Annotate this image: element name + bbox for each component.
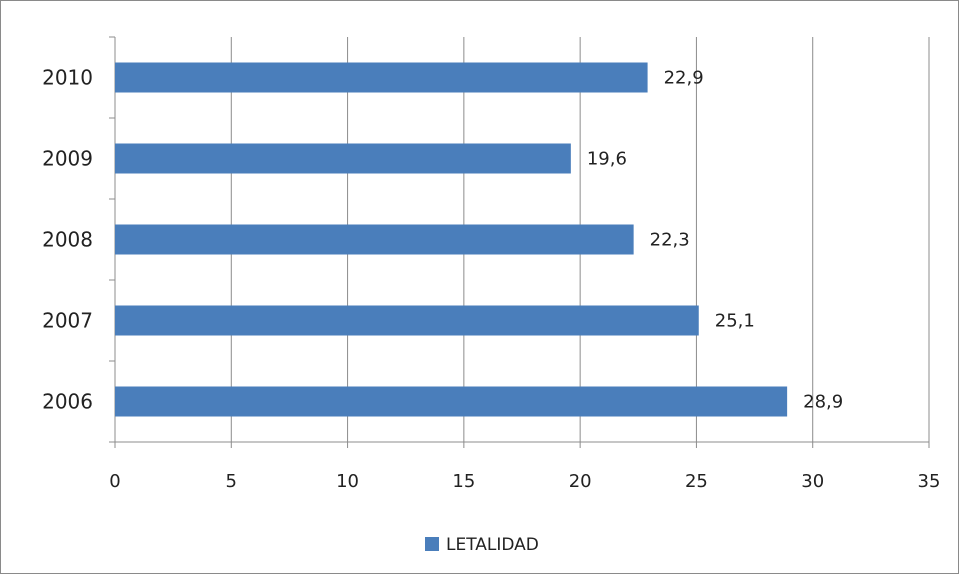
x-tick-label: 10 [336, 471, 359, 492]
legend-label: LETALIDAD [446, 535, 539, 555]
data-label: 19,6 [587, 149, 627, 170]
bar [115, 305, 699, 336]
legend-swatch [425, 537, 439, 551]
x-tick-label: 0 [109, 471, 120, 492]
y-tick-label: 2008 [42, 228, 93, 252]
x-tick-label: 20 [569, 471, 592, 492]
bar [115, 386, 788, 417]
data-label: 22,9 [664, 68, 704, 89]
y-tick-label: 2006 [42, 390, 93, 414]
data-label: 28,9 [803, 392, 843, 413]
bar [115, 143, 571, 174]
y-tick-label: 2007 [42, 309, 93, 333]
y-tick-label: 2009 [42, 147, 93, 171]
x-tick-label: 35 [918, 471, 941, 492]
y-tick-label: 2010 [42, 66, 93, 90]
x-tick-label: 15 [452, 471, 475, 492]
bar [115, 62, 648, 93]
x-tick-label: 30 [801, 471, 824, 492]
data-label: 22,3 [650, 230, 690, 251]
bar [115, 224, 634, 255]
data-label: 25,1 [715, 311, 755, 332]
x-tick-label: 5 [226, 471, 237, 492]
x-tick-label: 25 [685, 471, 708, 492]
